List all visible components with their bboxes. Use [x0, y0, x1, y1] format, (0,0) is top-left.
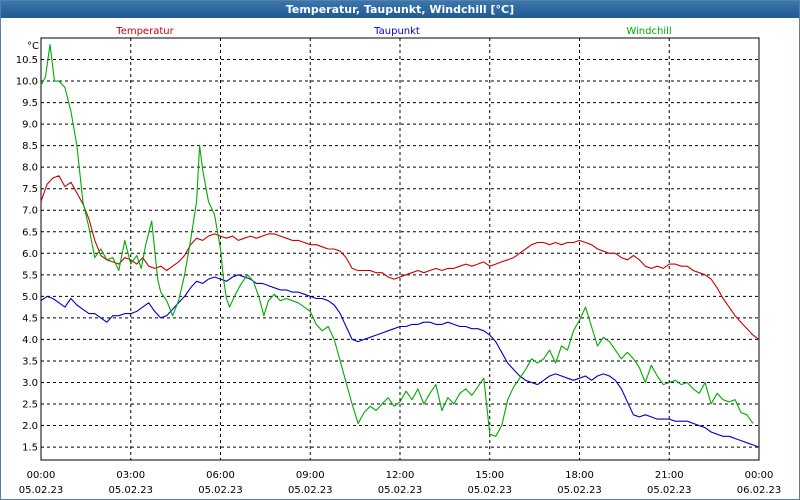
y-tick-label: 6.0: [22, 249, 38, 260]
x-tick-time: 00:00: [745, 470, 774, 481]
y-tick-label: 4.5: [22, 313, 38, 324]
x-tick-time: 06:00: [206, 470, 235, 481]
x-axis-tick-labels: 00:00 05.02.23 03:00 05.02.23 06:00 05.02.23 0…: [19, 470, 782, 496]
y-tick-label: 9.5: [22, 98, 38, 109]
x-tick-time: 03:00: [116, 470, 145, 481]
plot-area: [40, 37, 760, 461]
x-tick-time: 00:00: [27, 470, 56, 481]
y-tick-label: 9.0: [22, 120, 38, 131]
legend: Temperatur Taupunkt Windchill: [115, 26, 671, 37]
y-tick-label: 5.0: [22, 292, 38, 303]
x-tick-date: 05.02.23: [108, 485, 153, 496]
x-tick-date: 05.02.23: [19, 485, 64, 496]
chart-title: Temperatur, Taupunkt, Windchill [°C]: [1, 1, 799, 18]
x-tick-time: 09:00: [296, 470, 325, 481]
x-tick-time: 12:00: [386, 470, 415, 481]
y-tick-label: 1.5: [22, 443, 38, 454]
x-tick-date: 06.02.23: [737, 485, 782, 496]
y-tick-label: 6.5: [22, 227, 38, 238]
y-tick-label: 8.0: [22, 163, 38, 174]
y-tick-label: 3.0: [22, 378, 38, 389]
y-tick-label: 7.5: [22, 184, 38, 195]
legend-entry-taupunkt: Taupunkt: [373, 26, 420, 37]
series-line-windchill: [40, 43, 754, 437]
x-tick-date: 05.02.23: [557, 485, 602, 496]
x-tick-date: 05.02.23: [647, 485, 692, 496]
legend-entry-windchill: Windchill: [626, 26, 671, 37]
x-tick-time: 18:00: [565, 470, 594, 481]
series-line-temperatur: [40, 175, 760, 340]
y-axis-label: °C: [27, 41, 39, 52]
y-tick-label: 7.0: [22, 206, 38, 217]
y-tick-label: 3.5: [22, 356, 38, 367]
series-line-taupunkt: [40, 274, 760, 448]
x-tick-date: 05.02.23: [288, 485, 333, 496]
y-tick-label: 8.5: [22, 141, 38, 152]
y-tick-label: 5.5: [22, 270, 38, 281]
y-tick-label: 2.0: [22, 421, 38, 432]
x-tick-date: 05.02.23: [467, 485, 512, 496]
series-lines: [40, 43, 760, 448]
legend-entry-temperatur: Temperatur: [115, 26, 174, 37]
x-tick-date: 05.02.23: [198, 485, 243, 496]
y-tick-label: 10.5: [16, 55, 38, 66]
grid-lines: [41, 38, 759, 460]
x-tick-date: 05.02.23: [378, 485, 423, 496]
x-tick-time: 21:00: [655, 470, 684, 481]
y-tick-label: 4.0: [22, 335, 38, 346]
y-axis-tick-labels: 1.5 2.0 2.5 3.0 3.5 4.0 4.5 5.0 5.5 6.0 6.5 7.0 7.5 8…: [16, 55, 38, 454]
y-tick-label: 2.5: [22, 400, 38, 411]
y-tick-label: 10.0: [16, 77, 38, 88]
x-tick-time: 15:00: [475, 470, 504, 481]
